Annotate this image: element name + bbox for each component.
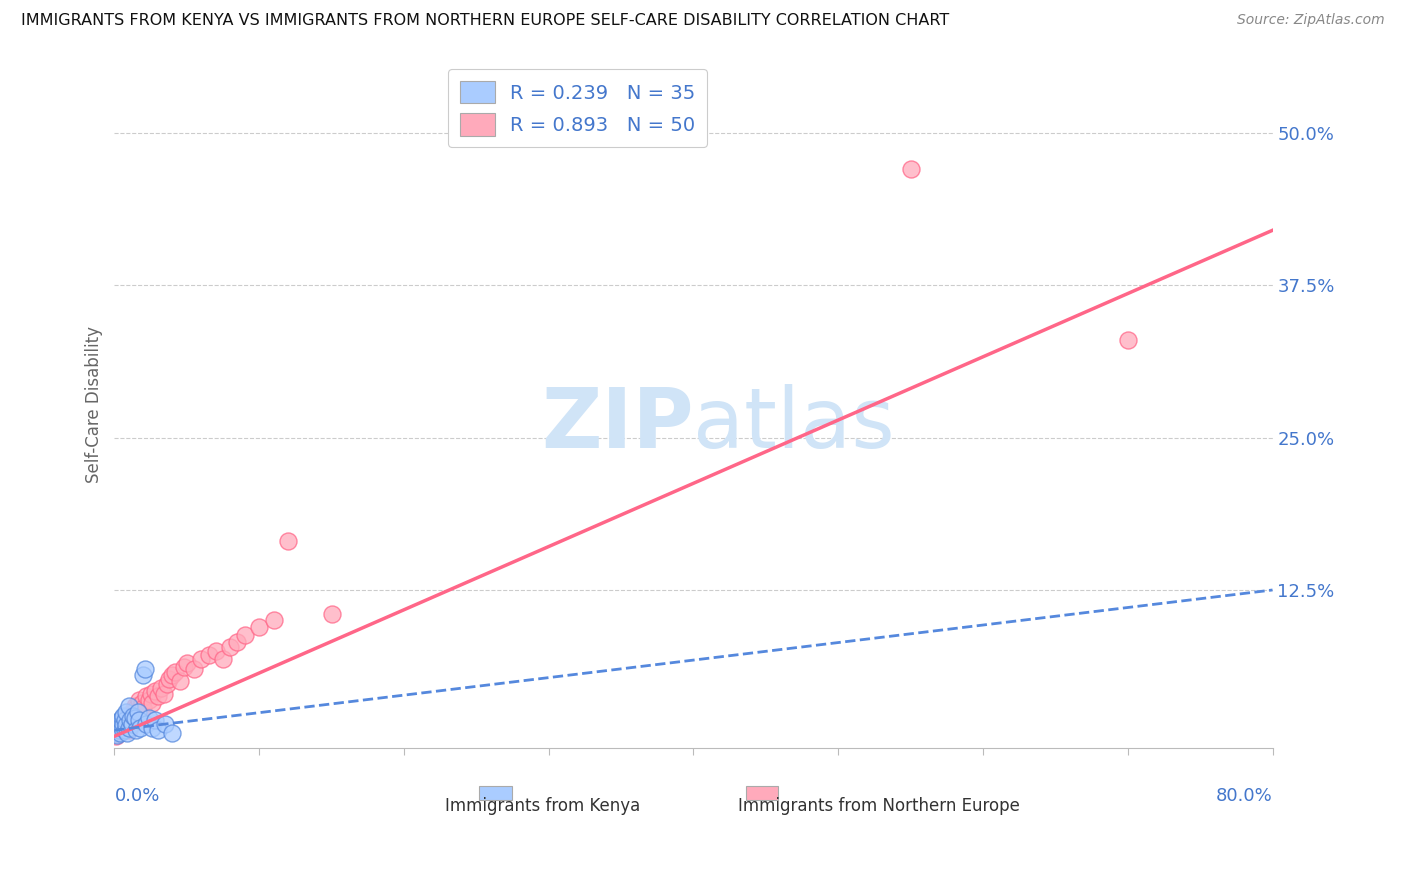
Point: [114, 714, 136, 728]
Point: [146, 689, 169, 703]
Point: [153, 717, 176, 731]
Point: [121, 705, 143, 719]
Text: 0.0%: 0.0%: [114, 788, 160, 805]
Point: [127, 708, 149, 723]
Point: [204, 644, 226, 658]
Point: [138, 711, 160, 725]
Text: Immigrants from Northern Europe: Immigrants from Northern Europe: [738, 797, 1019, 814]
Point: [135, 717, 157, 731]
Point: [162, 725, 184, 739]
Point: [277, 534, 299, 549]
Point: [118, 708, 141, 723]
Point: [132, 701, 155, 715]
Point: [117, 725, 139, 739]
Point: [1116, 333, 1139, 347]
Point: [128, 692, 150, 706]
Text: Immigrants from Kenya: Immigrants from Kenya: [446, 797, 641, 814]
Point: [115, 718, 138, 732]
Point: [115, 705, 138, 719]
Point: [114, 723, 136, 738]
Point: [190, 652, 212, 666]
Point: [197, 648, 219, 662]
Point: [105, 728, 128, 742]
Point: [263, 614, 285, 628]
Text: Source: ZipAtlas.com: Source: ZipAtlas.com: [1237, 13, 1385, 28]
Point: [108, 723, 131, 738]
Point: [143, 684, 166, 698]
Point: [141, 697, 163, 711]
Point: [104, 725, 127, 739]
Point: [121, 717, 143, 731]
Point: [128, 714, 150, 728]
Point: [111, 711, 134, 725]
Point: [176, 656, 198, 670]
Point: [108, 725, 131, 739]
Point: [138, 692, 160, 706]
Point: [165, 665, 187, 679]
Point: [105, 721, 128, 735]
Point: [226, 635, 249, 649]
Point: [117, 715, 139, 730]
Point: [107, 717, 129, 731]
Point: [111, 721, 134, 735]
Point: [122, 711, 145, 725]
Point: [139, 687, 162, 701]
Point: [127, 705, 149, 719]
Point: [219, 640, 242, 655]
Point: [118, 698, 141, 713]
Point: [112, 717, 135, 731]
Y-axis label: Self-Care Disability: Self-Care Disability: [86, 326, 103, 483]
Point: [125, 723, 148, 738]
Point: [155, 677, 177, 691]
Point: [135, 689, 157, 703]
Point: [122, 708, 145, 723]
Point: [111, 717, 134, 731]
Text: atlas: atlas: [693, 384, 896, 466]
Point: [125, 701, 148, 715]
FancyBboxPatch shape: [745, 787, 778, 800]
Text: 80.0%: 80.0%: [1216, 788, 1272, 805]
Point: [149, 681, 172, 695]
Text: IMMIGRANTS FROM KENYA VS IMMIGRANTS FROM NORTHERN EUROPE SELF-CARE DISABILITY CO: IMMIGRANTS FROM KENYA VS IMMIGRANTS FROM…: [21, 13, 949, 29]
Point: [120, 714, 142, 728]
Point: [131, 697, 153, 711]
Point: [141, 721, 163, 735]
Point: [247, 619, 270, 633]
Point: [212, 652, 235, 666]
FancyBboxPatch shape: [479, 787, 512, 800]
Point: [900, 162, 922, 177]
Point: [107, 721, 129, 735]
Point: [132, 668, 155, 682]
Point: [107, 723, 129, 738]
Point: [115, 711, 138, 725]
Point: [173, 660, 195, 674]
Point: [157, 672, 180, 686]
Point: [118, 723, 141, 738]
Point: [114, 718, 136, 732]
Point: [104, 729, 127, 743]
Point: [321, 607, 343, 622]
Legend: R = 0.239   N = 35, R = 0.893   N = 50: R = 0.239 N = 35, R = 0.893 N = 50: [449, 70, 707, 147]
Point: [112, 714, 135, 728]
Point: [162, 668, 184, 682]
Point: [129, 721, 152, 735]
Point: [143, 714, 166, 728]
Point: [233, 628, 256, 642]
Point: [124, 711, 146, 725]
Point: [183, 662, 205, 676]
Point: [105, 725, 128, 739]
Point: [108, 714, 131, 728]
Point: [146, 723, 169, 738]
Point: [124, 698, 146, 713]
Point: [112, 708, 135, 723]
Point: [118, 721, 141, 735]
Point: [120, 714, 142, 728]
Point: [152, 687, 174, 701]
Point: [169, 674, 191, 689]
Point: [129, 705, 152, 719]
Point: [134, 662, 156, 676]
Text: ZIP: ZIP: [541, 384, 693, 466]
